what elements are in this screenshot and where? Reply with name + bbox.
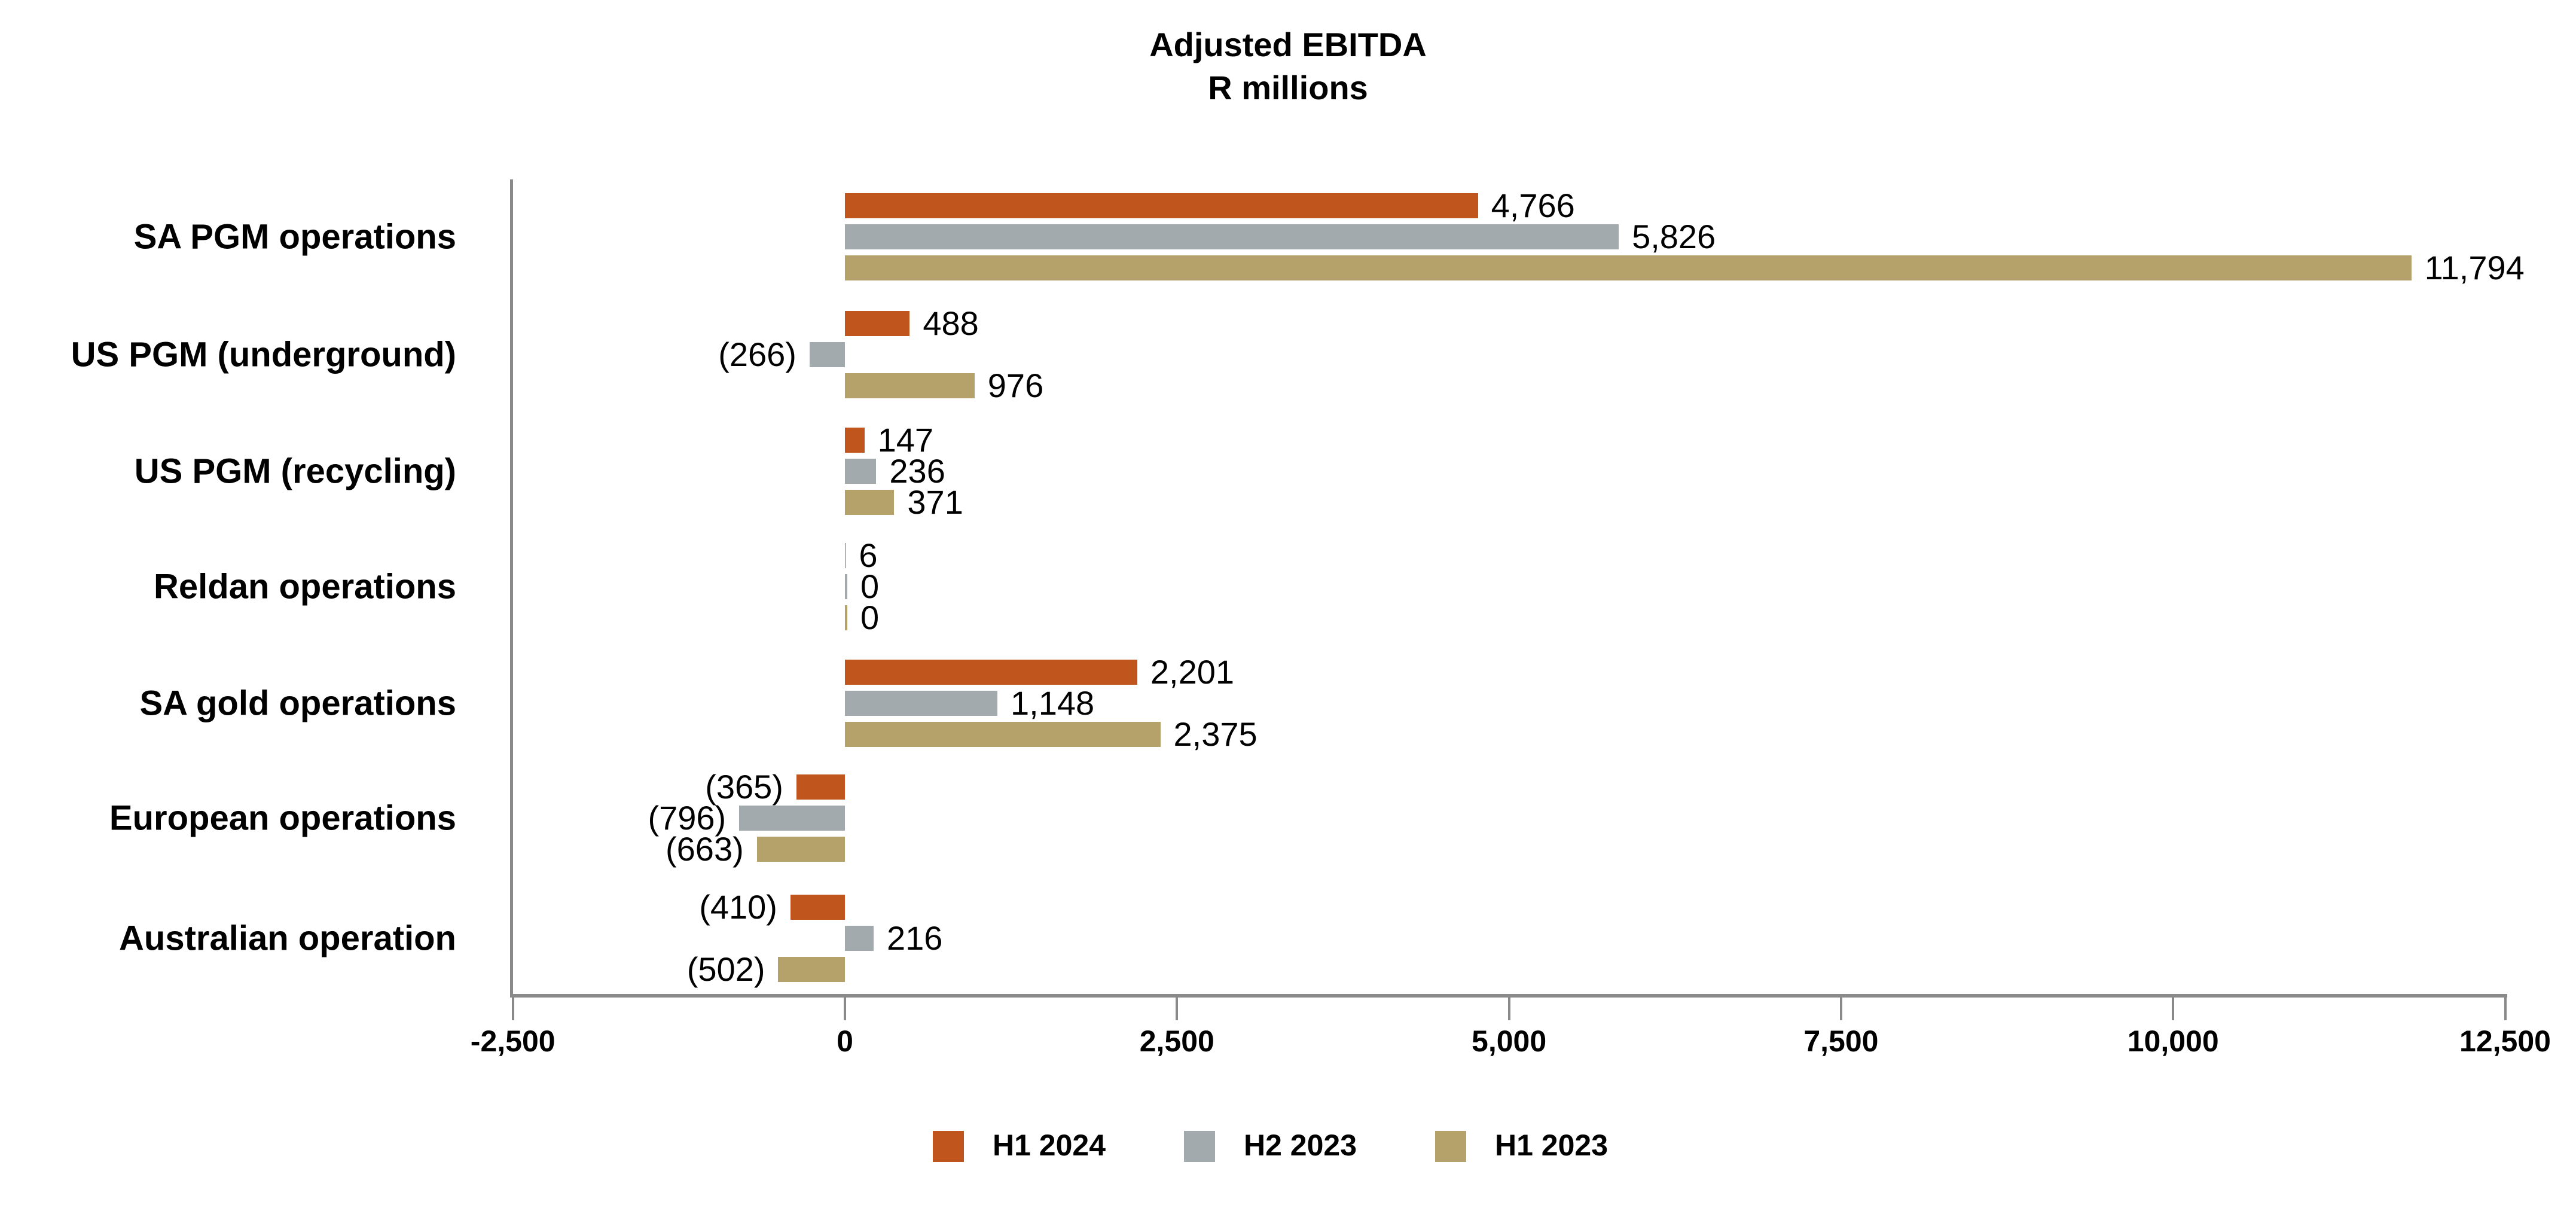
bar-h2-2023[interactable] <box>845 691 997 716</box>
data-label: 6 <box>859 536 878 574</box>
x-tick-mark <box>2504 994 2507 1020</box>
legend: H1 2024 H2 2023 H1 2023 <box>0 1127 2576 1163</box>
data-label: 5,826 <box>1632 218 1716 255</box>
data-label: 371 <box>907 483 963 521</box>
bar-h1-2024[interactable] <box>845 428 865 453</box>
bar-h1-2023[interactable] <box>845 722 1161 747</box>
data-label: (502) <box>686 950 765 988</box>
bar-h1-2024[interactable] <box>845 311 910 336</box>
x-tick-mark <box>1507 994 1510 1020</box>
x-tick-label: 2,500 <box>1139 1024 1214 1058</box>
x-tick-label: 7,500 <box>1803 1024 1879 1058</box>
data-label: 0 <box>860 599 880 636</box>
data-label: (365) <box>705 768 783 806</box>
data-label: (410) <box>699 888 777 926</box>
legend-swatch <box>1435 1131 1466 1162</box>
legend-swatch <box>1184 1131 1215 1162</box>
category-label: US PGM (underground) <box>71 335 456 374</box>
chart-title-line1: Adjusted EBITDA <box>1149 26 1427 63</box>
legend-label: H2 2023 <box>1244 1128 1357 1162</box>
data-label: (266) <box>718 336 796 373</box>
bar-h1-2024[interactable] <box>790 895 845 920</box>
bar-h1-2023[interactable] <box>845 373 975 398</box>
bar-h1-2023[interactable] <box>845 490 895 515</box>
bar-h1-2024[interactable] <box>845 193 1478 218</box>
bar-h2-2023[interactable] <box>739 806 845 831</box>
x-tick-label: 10,000 <box>2127 1024 2219 1058</box>
bar-h1-2023[interactable] <box>845 605 847 630</box>
data-label: 236 <box>889 452 945 490</box>
x-tick-mark <box>1839 994 1842 1020</box>
category-label: US PGM (recycling) <box>134 452 456 491</box>
category-label: Australian operation <box>119 919 456 958</box>
bar-h1-2023[interactable] <box>778 957 845 982</box>
bar-h2-2023[interactable] <box>845 224 1619 249</box>
x-tick-mark <box>2172 994 2175 1020</box>
data-label: (663) <box>666 830 744 868</box>
x-tick-label: 12,500 <box>2459 1024 2551 1058</box>
data-label: 2,375 <box>1173 715 1258 753</box>
y-axis-line <box>510 179 513 998</box>
bar-h2-2023[interactable] <box>845 459 877 484</box>
bar-h1-2024[interactable] <box>845 660 1137 685</box>
category-label: SA gold operations <box>139 684 456 723</box>
category-label: European operations <box>109 798 456 838</box>
x-tick-mark <box>511 994 514 1020</box>
data-label: 147 <box>877 421 934 459</box>
data-label: 4,766 <box>1491 187 1575 224</box>
x-tick-mark <box>844 994 846 1020</box>
bar-h1-2023[interactable] <box>845 255 2412 280</box>
bar-h1-2024[interactable] <box>845 543 846 568</box>
bar-h2-2023[interactable] <box>845 574 847 599</box>
chart-subtitle: R millions <box>1208 69 1368 106</box>
category-label: SA PGM operations <box>133 217 456 257</box>
bar-h2-2023[interactable] <box>845 926 874 951</box>
data-label: (796) <box>648 799 727 837</box>
x-tick-label: 0 <box>837 1024 853 1058</box>
category-label: Reldan operations <box>154 567 456 606</box>
bar-h1-2024[interactable] <box>796 774 845 800</box>
data-label: 11,794 <box>2424 249 2525 286</box>
bar-h2-2023[interactable] <box>809 342 845 367</box>
x-tick-label: 5,000 <box>1472 1024 1547 1058</box>
data-label: 0 <box>860 568 880 605</box>
legend-swatch <box>933 1131 964 1162</box>
data-label: 216 <box>886 919 943 957</box>
x-tick-label: -2,500 <box>470 1024 556 1058</box>
bar-h1-2023[interactable] <box>756 837 845 862</box>
x-tick-mark <box>1176 994 1179 1020</box>
data-label: 488 <box>923 304 979 342</box>
legend-label: H1 2024 <box>993 1128 1106 1162</box>
data-label: 2,201 <box>1150 653 1235 691</box>
legend-label: H1 2023 <box>1495 1128 1609 1162</box>
data-label: 1,148 <box>1010 684 1095 722</box>
data-label: 976 <box>987 367 1044 404</box>
